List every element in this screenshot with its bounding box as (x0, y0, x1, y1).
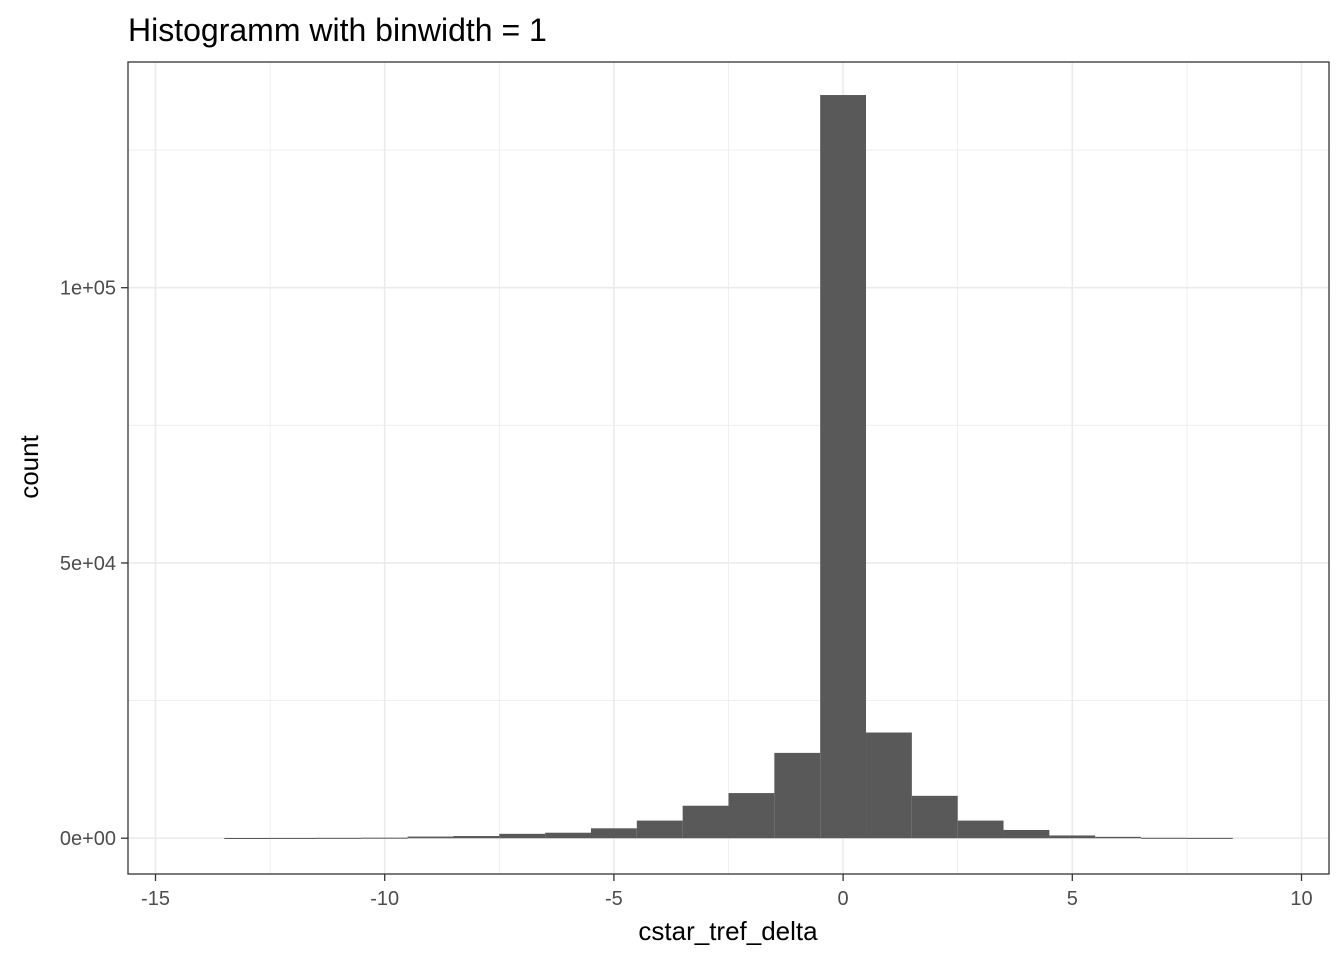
y-axis-title: count (14, 434, 44, 498)
axes: -15 -10 -5 0 5 10 0e+00 5e+04 1e+05 (60, 278, 1313, 910)
x-tick-label: -15 (141, 888, 170, 910)
histogram-bar (636, 820, 683, 839)
x-tick-label: 5 (1067, 888, 1078, 910)
chart-title: Histogramm with binwidth = 1 (128, 12, 547, 48)
x-tick-label: 10 (1290, 888, 1312, 910)
grid-lines (128, 62, 1329, 874)
histogram-bar (545, 832, 591, 839)
histogram-bar (590, 828, 637, 839)
panel-border (127, 61, 1330, 875)
x-tick-label: -10 (370, 888, 399, 910)
histogram-bar (774, 752, 821, 839)
histogram-bar (315, 837, 362, 839)
histogram-bar (1141, 837, 1187, 839)
histogram-bar (957, 820, 1004, 839)
y-tick-label: 1e+05 (60, 278, 116, 300)
histogram-bar (453, 836, 500, 839)
histogram-bar (820, 95, 867, 839)
histogram-bar (866, 732, 912, 839)
histogram-bar (1049, 835, 1096, 839)
histogram-bar (1095, 836, 1142, 839)
x-axis-title: cstar_tref_delta (638, 916, 818, 946)
y-tick-label: 5e+04 (60, 553, 116, 575)
histogram-bar (270, 837, 316, 839)
histogram-bar (361, 837, 408, 839)
histogram-bar (682, 805, 729, 839)
x-tick-label: -5 (605, 888, 623, 910)
histogram-bar (911, 795, 958, 839)
y-tick-label: 0e+00 (60, 828, 116, 850)
histogram-bar (407, 836, 454, 839)
histogram-bar (224, 837, 271, 839)
histogram-bar (728, 793, 775, 839)
histogram-bars (224, 95, 1233, 839)
x-tick-label: 0 (838, 888, 849, 910)
histogram-bar (499, 833, 546, 839)
histogram-bar (1003, 829, 1050, 839)
histogram-bar (1186, 837, 1233, 839)
